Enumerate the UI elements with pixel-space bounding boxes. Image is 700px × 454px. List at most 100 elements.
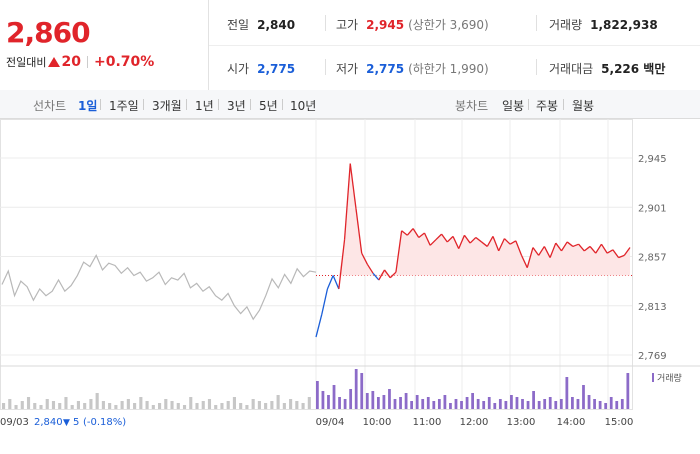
stat-sub: (상한가 3,690): [408, 18, 489, 32]
today-line-segment: [475, 236, 482, 243]
stat-value: 5,226 백만: [601, 62, 666, 76]
x-tick-label: 13:00: [507, 417, 536, 428]
today-line-segment: [538, 246, 545, 256]
volume-bar: [482, 401, 486, 409]
volume-bar: [332, 385, 336, 409]
stat-prev-close: 전일 2,840: [227, 16, 295, 33]
tab-10year[interactable]: 10년: [290, 99, 317, 113]
divider: [186, 99, 187, 110]
today-line-segment: [463, 234, 471, 244]
volume-bar: [120, 401, 124, 409]
volume-bar: [532, 391, 535, 409]
today-line-segment: [515, 240, 523, 256]
volume-bar: [554, 401, 558, 409]
volume-bar: [471, 393, 474, 409]
prev-day-change: 5: [73, 417, 79, 428]
divider: [325, 15, 326, 31]
x-tick-label: 09/04: [316, 417, 345, 428]
today-line-segment: [503, 238, 511, 245]
volume-bar: [510, 395, 513, 409]
stat-value: 1,822,938: [590, 18, 658, 32]
today-line-segment: [498, 238, 505, 252]
prev-day-line: [1, 254, 317, 321]
today-line-segment: [606, 249, 614, 254]
price-summary: 2,860 전일대비 20 +0.70%: [0, 0, 209, 90]
tab-daily-candle[interactable]: 일봉: [502, 99, 525, 113]
today-line-segment: [355, 208, 363, 254]
volume-bar: [282, 403, 286, 409]
stat-low: 저가 2,775 (하한가 1,990): [336, 60, 489, 77]
volume-bar: [114, 405, 118, 409]
volume-legend-swatch: [652, 373, 654, 382]
tab-weekly-candle[interactable]: 주봉: [536, 99, 559, 113]
price-chart[interactable]: 2,945 2,901 2,857 2,813 2,769 거래량 09/04 10:00 11…: [0, 119, 700, 450]
volume-bar: [108, 403, 112, 409]
volume-bar: [14, 405, 18, 409]
volume-bar: [64, 397, 68, 409]
volume-bar: [264, 403, 268, 409]
volume-bar: [307, 397, 311, 409]
volume-bar: [316, 381, 319, 409]
volume-bar: [101, 401, 105, 409]
today-line-segment: [349, 163, 357, 209]
stat-open: 시가 2,775: [227, 60, 295, 77]
divider: [209, 45, 700, 46]
volume-bar: [51, 401, 56, 409]
divider: [218, 99, 219, 110]
x-tick-label: 14:00: [557, 417, 586, 428]
down-arrow-icon: ▼: [63, 418, 70, 428]
volume-bar: [289, 399, 293, 409]
change-amount: 20: [61, 54, 81, 70]
volume-bar: [70, 405, 74, 409]
volume-bar: [460, 401, 463, 409]
volume-bar: [2, 403, 6, 409]
volume-bar: [515, 397, 519, 409]
volume-bar: [565, 377, 569, 409]
volume-bar: [476, 399, 480, 409]
current-price: 2,860: [6, 16, 91, 49]
volume-bar: [176, 403, 180, 409]
today-line-segment: [481, 241, 488, 247]
tab-3months[interactable]: 3개월: [152, 99, 182, 113]
volume-bar: [8, 399, 12, 409]
volume-bar: [145, 401, 149, 409]
volume-bar: [404, 393, 408, 409]
tab-5year[interactable]: 5년: [259, 99, 278, 113]
today-line-segment: [583, 245, 591, 252]
today-line-segment: [578, 243, 585, 252]
stat-value: 2,840: [257, 18, 296, 32]
tab-monthly-candle[interactable]: 월봉: [572, 99, 595, 113]
tab-1year[interactable]: 1년: [195, 99, 214, 113]
today-line-segment: [423, 232, 431, 246]
volume-bar: [26, 397, 31, 409]
volume-bar: [133, 403, 137, 409]
today-line-segment: [429, 239, 437, 246]
divider: [528, 99, 529, 110]
volume-bar: [76, 401, 80, 409]
tab-1day[interactable]: 1일: [78, 99, 98, 113]
today-line-segment: [572, 243, 579, 248]
today-line-segment: [600, 243, 608, 254]
stat-value: 2,775: [257, 62, 296, 76]
x-tick-label: 12:00: [460, 417, 489, 428]
stat-label: 거래량: [549, 18, 583, 32]
volume-bar: [388, 389, 391, 409]
today-line-segment: [532, 247, 540, 256]
divider: [100, 99, 101, 110]
tab-3year[interactable]: 3년: [227, 99, 246, 113]
volume-bar: [139, 397, 143, 409]
volume-bar: [548, 397, 552, 409]
today-line-segment: [560, 241, 568, 252]
chart-svg: 2,945 2,901 2,857 2,813 2,769 거래량 09/04 10:00 11…: [0, 119, 700, 428]
today-line-segment: [589, 246, 597, 254]
today-line-segment: [343, 163, 351, 240]
volume-bar: [559, 399, 563, 409]
today-line-segment: [446, 235, 454, 243]
today-line-segment: [366, 263, 374, 274]
volume-bar: [338, 397, 341, 409]
today-line-segment: [332, 275, 340, 290]
volume-bar: [33, 403, 37, 409]
volume-bar: [45, 399, 49, 409]
today-line-segment: [486, 236, 494, 247]
tab-1week[interactable]: 1주일: [109, 99, 139, 113]
